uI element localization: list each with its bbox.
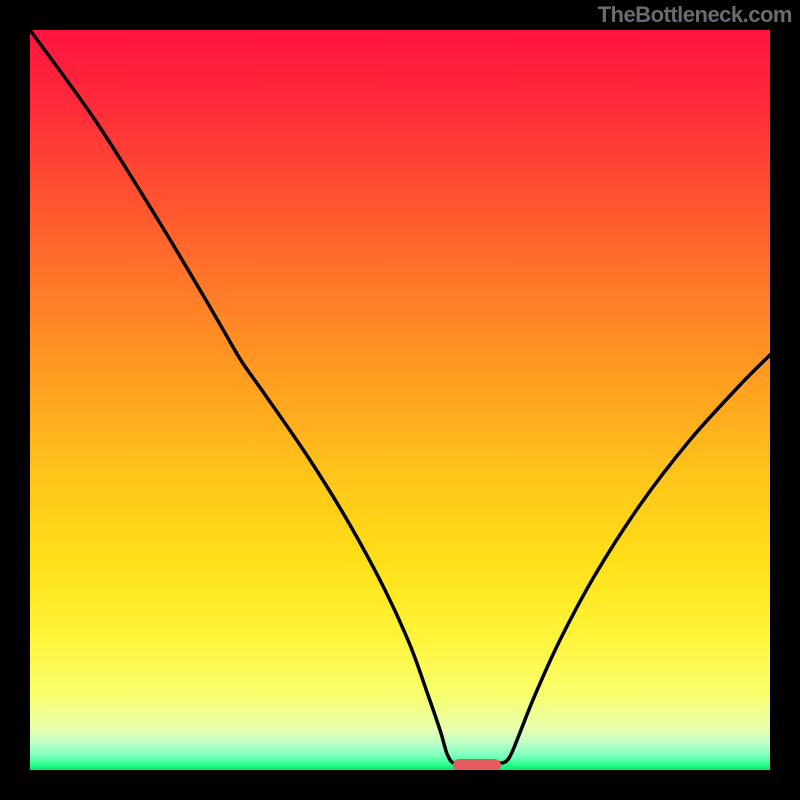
watermark-text: TheBottleneck.com: [598, 2, 792, 28]
gradient-background: [30, 30, 770, 770]
optimal-marker: [453, 759, 501, 770]
chart-container: TheBottleneck.com: [0, 0, 800, 800]
bottleneck-chart: [30, 30, 770, 770]
